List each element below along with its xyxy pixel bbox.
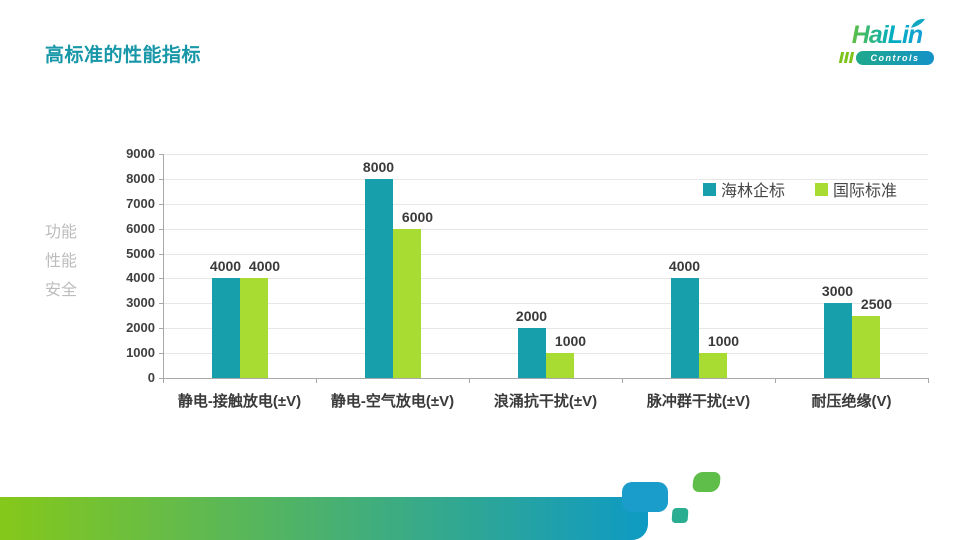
bar-value-label: 8000 bbox=[362, 158, 395, 175]
gridline bbox=[164, 203, 928, 205]
x-tick bbox=[622, 379, 623, 383]
y-tick bbox=[159, 278, 163, 280]
bar-series-1 bbox=[364, 178, 393, 378]
bar-series-2 bbox=[545, 353, 574, 378]
y-tick bbox=[159, 328, 163, 330]
y-tick bbox=[159, 253, 163, 255]
y-axis-title-line: 安全 bbox=[45, 282, 78, 299]
y-tick-label: 7000 bbox=[126, 195, 155, 211]
bar-series-1 bbox=[211, 278, 240, 378]
brand-logo: HaiLin Controls bbox=[838, 18, 934, 65]
y-axis-title-line: 功能 bbox=[45, 224, 78, 241]
bar-value-label: 4000 bbox=[248, 258, 281, 275]
y-tick bbox=[159, 154, 163, 155]
y-tick-label: 9000 bbox=[126, 146, 155, 161]
y-tick-label: 8000 bbox=[126, 170, 155, 186]
gridline bbox=[164, 303, 928, 305]
legend-swatch bbox=[703, 182, 716, 196]
y-tick bbox=[159, 178, 163, 180]
bar-value-label: 4000 bbox=[209, 258, 242, 275]
x-category-label: 耐压绝缘(V) bbox=[811, 393, 892, 410]
y-tick bbox=[159, 378, 163, 379]
gridline bbox=[164, 328, 928, 330]
bar-value-label: 1000 bbox=[554, 333, 587, 350]
footer-gradient-bar bbox=[0, 497, 648, 540]
y-axis-line bbox=[163, 154, 164, 379]
legend-label: 国际标准 bbox=[833, 183, 898, 200]
y-tick-label: 1000 bbox=[126, 345, 155, 361]
x-tick bbox=[775, 379, 776, 383]
logo-subline: Controls bbox=[838, 50, 934, 65]
bar-series-2 bbox=[392, 228, 421, 378]
y-tick-label: 2000 bbox=[126, 320, 155, 336]
y-tick-label: 5000 bbox=[126, 245, 155, 261]
chart-plot: 海林企标 国际标准 0 1000 2000 3000 4000 5000 6000 7000 80… bbox=[126, 146, 929, 410]
x-tick bbox=[469, 379, 470, 383]
bar-series-1 bbox=[823, 303, 852, 378]
footer-block-shape bbox=[622, 482, 668, 512]
logo-controls-badge: Controls bbox=[856, 50, 934, 65]
bar-value-label: 6000 bbox=[401, 208, 434, 225]
gridline bbox=[164, 154, 928, 155]
gridline bbox=[164, 278, 928, 280]
bar-value-label: 4000 bbox=[668, 258, 701, 275]
y-tick-label: 4000 bbox=[126, 270, 155, 286]
bar-value-label: 3000 bbox=[821, 283, 854, 300]
legend-label: 海林企标 bbox=[721, 183, 786, 200]
footer-square-shape bbox=[671, 508, 689, 523]
y-tick bbox=[159, 353, 163, 355]
footer-leaf-shape bbox=[691, 472, 722, 492]
y-axis-title: 功能 性能 安全 bbox=[45, 218, 77, 305]
bar-series-1 bbox=[517, 328, 546, 378]
bar-series-2 bbox=[698, 353, 727, 378]
y-tick bbox=[159, 228, 163, 230]
y-tick-label: 0 bbox=[147, 370, 155, 385]
bar-value-label: 2000 bbox=[515, 308, 548, 325]
bar-series-2 bbox=[851, 315, 880, 378]
y-axis-title-line: 性能 bbox=[45, 253, 78, 270]
bar-value-label: 2500 bbox=[860, 295, 893, 312]
y-tick bbox=[159, 303, 163, 305]
y-tick bbox=[159, 203, 163, 205]
gridline bbox=[164, 253, 928, 255]
x-category-label: 浪涌抗干扰(±V) bbox=[493, 393, 598, 410]
bar-series-2 bbox=[239, 278, 268, 378]
logo-bars-icon bbox=[838, 52, 855, 63]
x-tick bbox=[928, 379, 929, 383]
legend-item: 国际标准 bbox=[815, 177, 897, 201]
x-axis-line bbox=[163, 378, 929, 379]
legend-item: 海林企标 bbox=[703, 177, 785, 201]
legend: 海林企标 国际标准 bbox=[703, 177, 897, 201]
y-tick-label: 3000 bbox=[126, 295, 155, 311]
x-tick bbox=[316, 379, 317, 383]
x-category-label: 静电-接触放电(±V) bbox=[177, 393, 302, 410]
y-tick-label: 6000 bbox=[126, 220, 155, 236]
leaf-icon bbox=[910, 16, 926, 34]
logo-wordmark: HaiLin bbox=[840, 21, 934, 50]
x-category-label: 脉冲群干扰(±V) bbox=[646, 393, 751, 410]
page-title: 高标准的性能指标 bbox=[45, 45, 202, 66]
bar-value-label: 1000 bbox=[707, 333, 740, 350]
bar-series-1 bbox=[670, 278, 699, 378]
x-category-label: 静电-空气放电(±V) bbox=[330, 393, 455, 410]
gridline bbox=[164, 228, 928, 230]
gridline bbox=[164, 178, 928, 180]
legend-swatch bbox=[815, 182, 829, 196]
x-tick bbox=[163, 379, 164, 383]
